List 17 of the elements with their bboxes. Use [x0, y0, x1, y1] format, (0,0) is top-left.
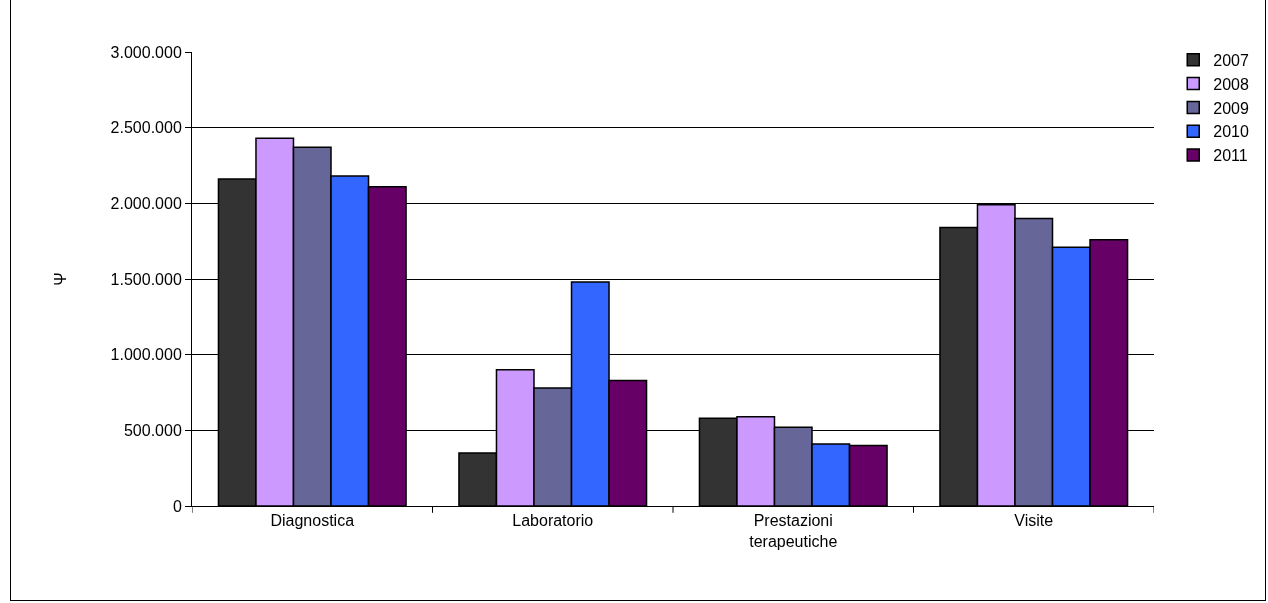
y-tick-label: 3.000.000 — [110, 43, 182, 61]
y-tick-label: 1.500.000 — [110, 270, 182, 288]
y-axis-title: Ψ — [51, 272, 69, 286]
x-tick-label: Visite — [1014, 512, 1054, 530]
x-tick-label: Laboratorio — [512, 512, 594, 530]
x-tick-label: Prestazioni terapeutiche — [749, 512, 838, 550]
y-tick-label: 0 — [172, 497, 182, 515]
legend-label: 2011 — [1213, 147, 1248, 165]
y-tick-label: 2.500.000 — [110, 119, 182, 137]
legend-label: 2009 — [1213, 99, 1249, 117]
y-tick-label: 500.000 — [123, 421, 182, 439]
legend-label: 2007 — [1213, 52, 1249, 70]
legend-label: 2010 — [1213, 123, 1249, 141]
y-tick-label: 1.000.000 — [110, 346, 182, 364]
legend-label: 2008 — [1213, 75, 1249, 93]
x-tick-label: Diagnostica — [270, 512, 355, 530]
y-tick-label: 2.000.000 — [110, 194, 182, 212]
